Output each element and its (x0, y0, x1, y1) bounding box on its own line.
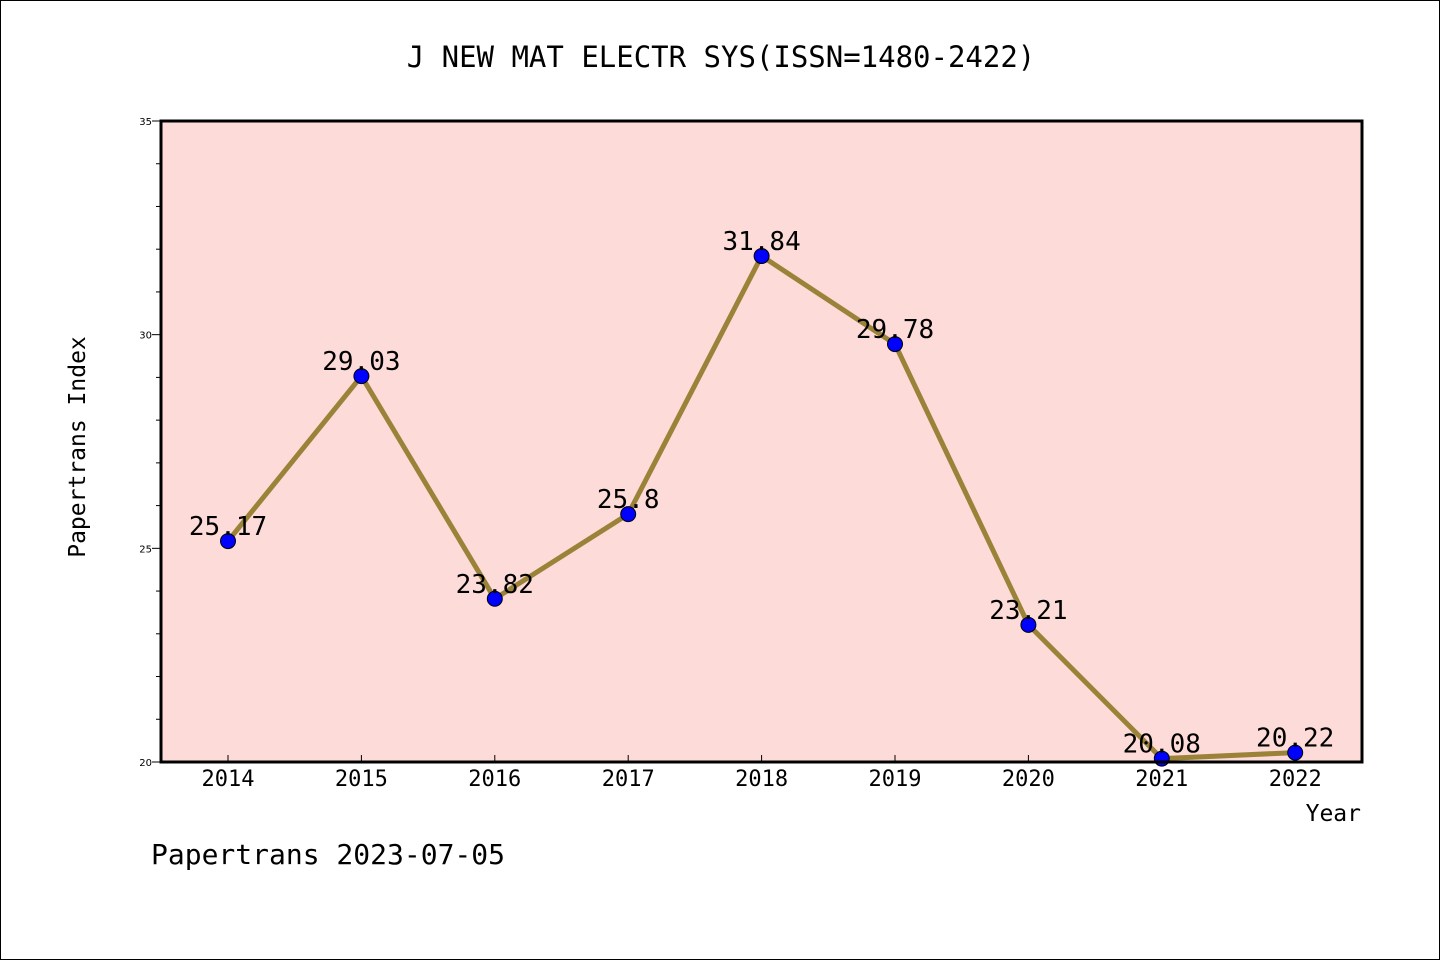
data-point (620, 506, 637, 523)
data-label: 29.03 (322, 347, 400, 377)
data-labels: 25.17 29.03 23.82 25.8 31.84 29.78 23.21 20.08 2… (189, 227, 1334, 760)
data-label: 23.21 (989, 596, 1067, 626)
y-tick-label: 30 (139, 331, 152, 342)
x-tick-label: 2015 (335, 767, 388, 792)
data-label: 29.78 (856, 315, 934, 345)
y-tick-label: 25 (139, 544, 152, 555)
x-tick-label: 2022 (1269, 767, 1322, 792)
x-tick-label: 2021 (1135, 767, 1188, 792)
x-axis: 2014 2015 2016 2017 2018 2019 2020 2021 2022 (202, 755, 1322, 792)
data-point (887, 336, 903, 353)
data-label: 20.08 (1123, 730, 1201, 760)
plot-area (161, 121, 1362, 762)
x-tick-label: 2017 (602, 767, 655, 792)
data-label: 25.17 (189, 512, 267, 542)
data-point (1287, 744, 1304, 761)
x-tick-label: 2016 (468, 767, 521, 792)
data-point (753, 248, 770, 265)
x-axis-label: Year (1306, 801, 1361, 827)
data-point (486, 590, 503, 607)
data-point (353, 368, 370, 385)
data-label: 25.8 (597, 485, 660, 515)
data-label: 23.82 (456, 570, 534, 600)
data-label: 20.22 (1256, 724, 1334, 754)
y-tick-label: 20 (139, 758, 152, 769)
data-point (1020, 616, 1037, 633)
data-points (220, 248, 1304, 767)
y-axis: 20 25 30 35 (139, 117, 161, 769)
chart-title: J NEW MAT ELECTR SYS(ISSN=1480-2422) (407, 40, 1036, 74)
x-tick-label: 2020 (1002, 767, 1055, 792)
x-tick-label: 2014 (202, 767, 255, 792)
y-axis-label: Papertrans Index (65, 336, 91, 558)
x-tick-label: 2018 (735, 767, 788, 792)
data-point (220, 533, 236, 550)
data-label: 31.84 (722, 227, 800, 257)
footer-date: Papertrans 2023-07-05 (151, 838, 505, 871)
y-tick-label: 35 (139, 117, 152, 128)
plot-border (159, 119, 1364, 764)
x-tick-label: 2019 (869, 767, 922, 792)
